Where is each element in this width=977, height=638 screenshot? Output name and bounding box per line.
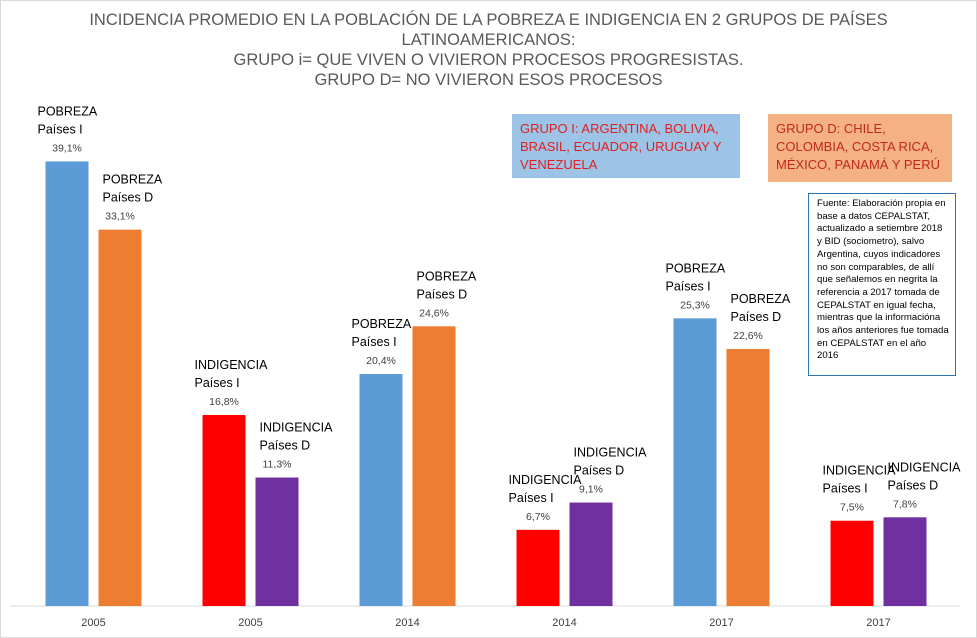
title-line-1: INCIDENCIA PROMEDIO EN LA POBLACIÓN DE L…	[89, 11, 888, 29]
data-label: 7,5%	[840, 502, 864, 514]
bar	[830, 520, 874, 606]
data-label: 7,8%	[893, 498, 917, 510]
data-label: 20,4%	[366, 355, 396, 367]
data-label: 9,1%	[579, 484, 603, 496]
series-label-line: Países I	[195, 376, 240, 390]
bar	[516, 529, 560, 606]
chart-title: INCIDENCIA PROMEDIO EN LA POBLACIÓN DE L…	[0, 10, 977, 90]
series-label-line: INDIGENCIA	[195, 358, 269, 372]
data-label: 24,6%	[419, 307, 449, 319]
x-tick-label: 2017	[709, 617, 733, 629]
x-tick-label: 2005	[81, 617, 105, 629]
series-label-line: Países D	[731, 310, 782, 324]
x-tick-label: 2017	[866, 617, 890, 629]
series-label-line: INDIGENCIA	[823, 464, 897, 478]
series-label-line: Países I	[509, 491, 554, 505]
series-label-line: POBREZA	[38, 104, 98, 118]
series-label-line: POBREZA	[103, 173, 163, 187]
data-label: 22,6%	[733, 330, 763, 342]
series-label-line: Países I	[666, 279, 711, 293]
series-label-line: POBREZA	[352, 317, 412, 331]
series-label-line: Países D	[103, 191, 154, 205]
series-label-line: Países I	[823, 482, 868, 496]
bar	[412, 326, 456, 606]
data-label: 6,7%	[526, 511, 550, 523]
bar	[883, 517, 927, 606]
series-label-line: INDIGENCIA	[888, 460, 962, 474]
series-label-line: Países D	[417, 287, 468, 301]
series-label-line: POBREZA	[731, 292, 791, 306]
series-label-line: Países D	[888, 478, 939, 492]
group-d-legend-box: GRUPO D: CHILE, COLOMBIA, COSTA RICA, MÉ…	[768, 114, 952, 182]
bar	[255, 477, 299, 606]
series-label-line: INDIGENCIA	[260, 421, 334, 435]
bar	[202, 414, 246, 606]
series-label-line: Países D	[260, 439, 311, 453]
group-i-legend-box: GRUPO I: ARGENTINA, BOLIVIA, BRASIL, ECU…	[512, 114, 740, 178]
data-label: 39,1%	[52, 142, 82, 154]
data-label: 11,3%	[263, 459, 292, 471]
series-label-line: INDIGENCIA	[574, 446, 648, 460]
x-tick-label: 2014	[395, 617, 419, 629]
bar	[569, 502, 613, 606]
bar	[45, 161, 89, 607]
data-label: 16,8%	[209, 396, 239, 408]
source-note: Fuente: Elaboración propia en base a dat…	[808, 193, 956, 376]
bar	[98, 229, 142, 606]
series-label-line: INDIGENCIA	[509, 473, 583, 487]
series-label-line: Países I	[38, 122, 83, 136]
series-label-line: Países D	[574, 464, 625, 478]
series-label-line: POBREZA	[666, 261, 726, 275]
bar	[673, 318, 717, 606]
title-line-2: LATINOAMERICANOS:	[401, 31, 576, 49]
x-tick-label: 2005	[238, 617, 262, 629]
x-tick-label: 2014	[552, 617, 576, 629]
title-line-4: GRUPO D= NO VIVIERON ESOS PROCESOS	[314, 71, 663, 89]
series-label-line: POBREZA	[417, 269, 477, 283]
data-label: 33,1%	[105, 211, 135, 223]
bar	[359, 374, 403, 606]
series-label-line: Países I	[352, 335, 397, 349]
bar	[726, 349, 770, 606]
data-label: 25,3%	[680, 299, 710, 311]
title-line-3: GRUPO i= QUE VIVEN O VIVIERON PROCESOS P…	[233, 51, 744, 69]
